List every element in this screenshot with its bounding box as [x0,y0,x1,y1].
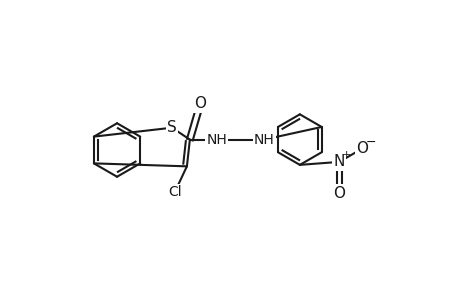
Text: S: S [167,120,177,135]
Text: NH: NH [206,133,226,147]
Text: O: O [333,186,345,201]
Text: +: + [341,150,351,160]
Text: Cl: Cl [168,184,181,199]
Text: −: − [364,136,375,148]
Text: O: O [355,141,368,156]
Text: NH: NH [253,133,274,147]
Text: N: N [333,154,344,169]
Text: O: O [194,96,206,111]
